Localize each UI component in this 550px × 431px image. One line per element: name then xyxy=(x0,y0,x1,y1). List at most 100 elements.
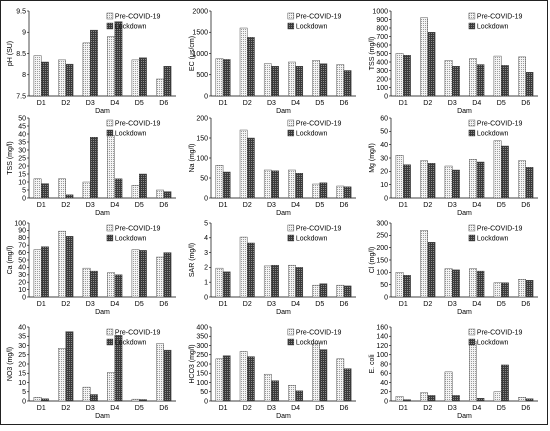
y-tick-label: 300 xyxy=(376,220,388,227)
bar-lockdown-d6 xyxy=(163,349,172,402)
y-tick-label: 20 xyxy=(380,169,388,176)
y-tick-label: 10 xyxy=(18,380,26,387)
y-tick-label: 600 xyxy=(376,42,388,49)
legend-swatch-lockdown xyxy=(287,22,295,30)
x-tick-label: D4 xyxy=(110,202,119,209)
bar-pre-d4 xyxy=(107,372,115,402)
bar-pre-d6 xyxy=(336,64,345,97)
x-axis-title: Dam xyxy=(276,413,291,420)
bar-lockdown-d2 xyxy=(65,194,74,199)
y-tick-label: 10 xyxy=(18,179,26,186)
x-tick-label: D6 xyxy=(521,301,530,308)
bar-lockdown-d2 xyxy=(247,137,255,199)
bar-pre-d6 xyxy=(336,284,345,298)
y-tick-label: 3 xyxy=(204,250,208,257)
y-tick-label: 100 xyxy=(14,220,26,227)
y-tick-label: 10 xyxy=(380,182,388,189)
x-tick-label: D3 xyxy=(86,301,95,308)
bar-pre-d5 xyxy=(131,398,140,402)
bar-lockdown-d2 xyxy=(427,32,436,97)
legend-swatch-pre xyxy=(106,119,114,127)
legend-label-lockdown: Lockdown xyxy=(296,24,328,31)
legend-swatch-lockdown xyxy=(106,234,114,242)
y-tick-label: 150 xyxy=(376,257,388,264)
x-tick-label: D6 xyxy=(159,100,168,107)
bar-lockdown-d6 xyxy=(525,398,534,402)
bar-lockdown-d4 xyxy=(114,274,123,298)
bar-pre-d2 xyxy=(420,17,428,97)
chart-9: 0 50 100 150 200 250 300 D1 D2 D3 D4 D5 D6 Dam Cl (mg/… xyxy=(369,220,538,316)
x-tick-label: D4 xyxy=(110,405,119,412)
bar-lockdown-d5 xyxy=(319,63,328,97)
y-tick-label: 0 xyxy=(204,398,208,405)
legend-label-lockdown: Lockdown xyxy=(296,340,328,347)
x-tick-label: D3 xyxy=(448,100,457,107)
legend-label-pre: Pre-COVID-19 xyxy=(296,226,342,233)
y-tick-label: 100 xyxy=(196,380,208,387)
bar-pre-d1 xyxy=(33,249,42,298)
bar-lockdown-d4 xyxy=(295,390,304,402)
bar-lockdown-d2 xyxy=(65,236,74,298)
x-tick-label: D3 xyxy=(86,405,95,412)
chart-5: 0 50 100 150 200 D1 D2 D3 D4 D5 D6 Dam Na (mg/l) Pre-… xyxy=(189,115,356,217)
x-tick-label: D5 xyxy=(135,100,144,107)
x-tick-label: D3 xyxy=(267,100,276,107)
x-tick-label: D2 xyxy=(423,202,432,209)
bar-lockdown-d2 xyxy=(427,163,436,199)
y-axis-title: TSS (mg/l) xyxy=(369,37,376,70)
x-tick-label: D5 xyxy=(497,301,506,308)
y-tick-label: 350 xyxy=(196,334,208,341)
y-tick-label: 0 xyxy=(384,398,388,405)
bar-lockdown-d1 xyxy=(41,183,49,199)
bar-lockdown-d4 xyxy=(114,335,123,402)
x-tick-label: D4 xyxy=(472,202,481,209)
y-tick-label: 2 xyxy=(204,265,208,272)
legend-label-pre: Pre-COVID-19 xyxy=(115,14,161,21)
bar-lockdown-d4 xyxy=(295,267,304,298)
bar-lockdown-d1 xyxy=(41,61,49,97)
bar-lockdown-d2 xyxy=(65,331,74,402)
x-tick-label: D5 xyxy=(135,202,144,209)
bar-pre-d3 xyxy=(263,169,272,199)
bar-pre-d4 xyxy=(469,58,477,97)
legend-label-pre: Pre-COVID-19 xyxy=(115,121,161,128)
y-tick-label: 1500 xyxy=(192,30,208,37)
bar-lockdown-d6 xyxy=(163,66,172,97)
y-tick-label: 500 xyxy=(196,72,208,79)
y-tick-label: 0 xyxy=(204,294,208,301)
y-axis-title: Ca (mg/l) xyxy=(7,246,14,275)
bar-pre-d6 xyxy=(336,185,345,199)
y-tick-label: 2000 xyxy=(192,8,208,15)
y-tick-label: 50 xyxy=(200,175,208,182)
legend-label-lockdown: Lockdown xyxy=(296,236,328,243)
legend-swatch-pre xyxy=(287,12,295,20)
x-tick-label: D2 xyxy=(423,100,432,107)
x-tick-label: D2 xyxy=(243,100,252,107)
bar-pre-d4 xyxy=(107,36,115,97)
y-tick-label: 0 xyxy=(204,195,208,202)
bar-pre-d5 xyxy=(131,184,140,199)
legend-label-lockdown: Lockdown xyxy=(115,340,147,347)
bar-pre-d3 xyxy=(263,373,272,402)
bar-lockdown-d6 xyxy=(343,70,352,97)
x-tick-label: D2 xyxy=(243,301,252,308)
y-axis-title: pH (SU) xyxy=(7,41,14,66)
y-tick-label: 100 xyxy=(376,85,388,92)
bar-lockdown-d5 xyxy=(139,250,147,298)
bar-pre-d4 xyxy=(288,385,296,402)
legend-label-pre: Pre-COVID-19 xyxy=(115,330,161,337)
y-tick-label: 25 xyxy=(18,352,26,359)
x-axis-title: Dam xyxy=(276,309,291,316)
x-tick-label: D6 xyxy=(159,202,168,209)
x-tick-label: D6 xyxy=(339,301,348,308)
legend-swatch-lockdown xyxy=(106,129,114,137)
bar-lockdown-d4 xyxy=(476,270,485,298)
y-tick-label: 150 xyxy=(196,135,208,142)
x-tick-label: D3 xyxy=(267,405,276,412)
bar-lockdown-d4 xyxy=(476,161,485,199)
x-axis-title: Dam xyxy=(457,309,472,316)
y-tick-label: 40 xyxy=(18,324,26,331)
bar-pre-d3 xyxy=(82,181,91,199)
legend-swatch-pre xyxy=(287,328,295,336)
y-tick-label: 50 xyxy=(18,257,26,264)
